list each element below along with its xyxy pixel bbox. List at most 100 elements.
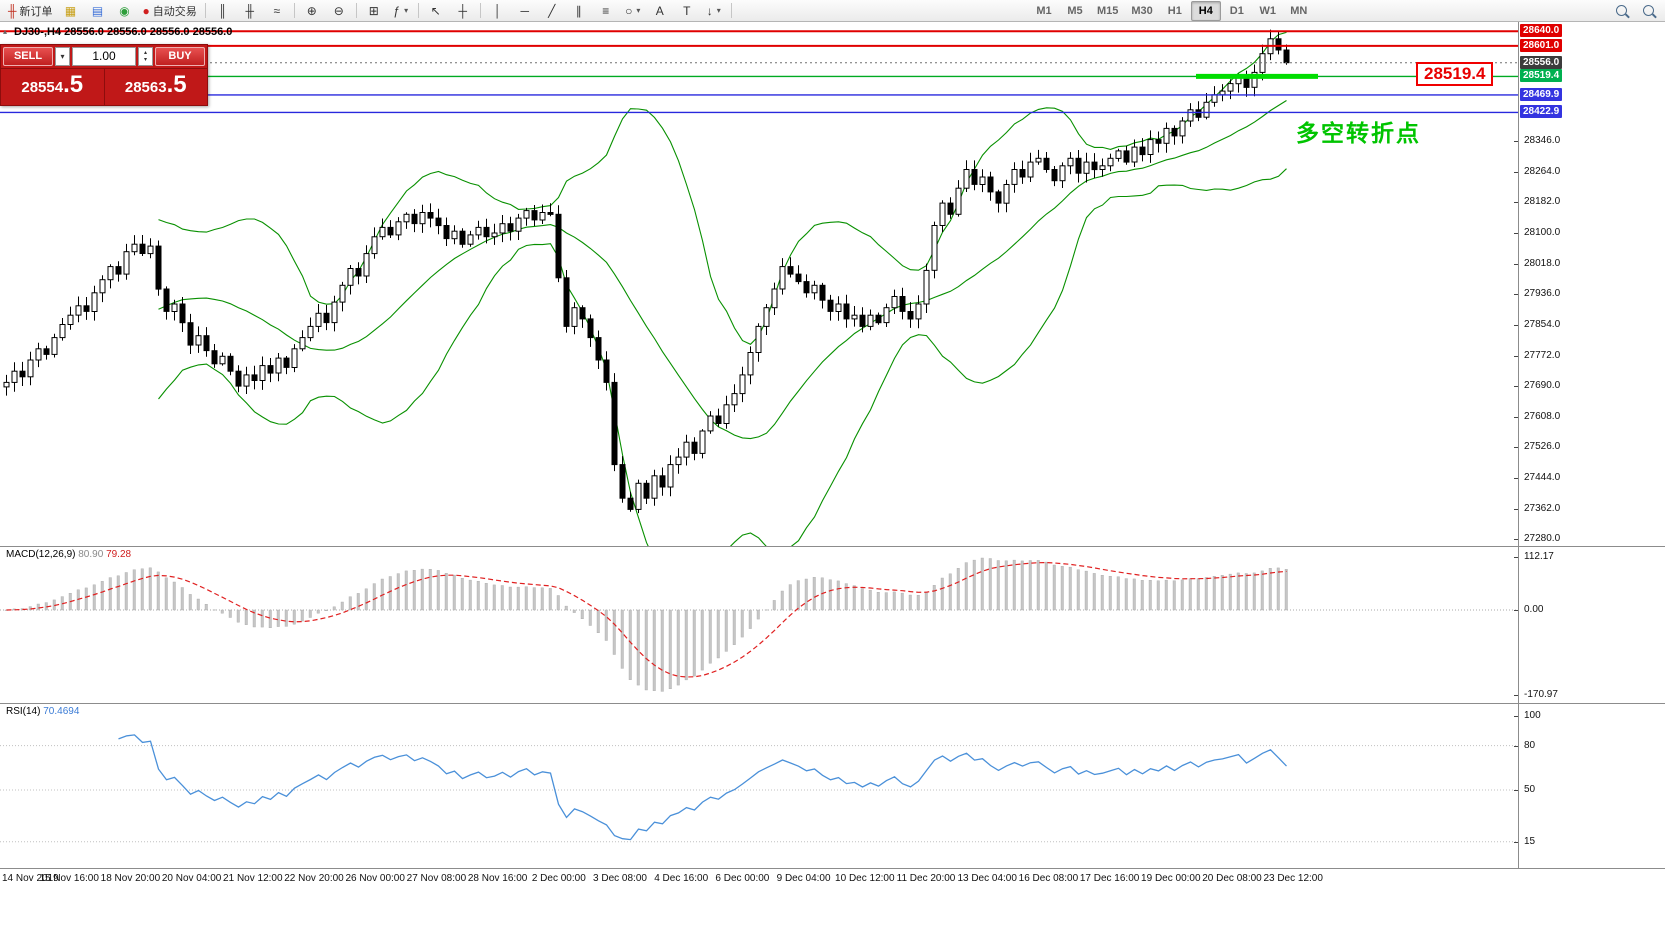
timeframe-m30-button[interactable]: M30	[1131, 4, 1153, 17]
panel-separator[interactable]	[0, 546, 1665, 547]
timeframe-mn-button[interactable]: MN	[1290, 4, 1308, 17]
sell-price-main: 28554	[21, 79, 64, 96]
buy-price[interactable]: 28563.5	[105, 69, 208, 105]
time-axis-label: 20 Nov 04:00	[161, 873, 222, 884]
search-icon	[1615, 5, 1627, 16]
line-chart-icon: ≈	[273, 3, 281, 18]
axis-tick	[1514, 447, 1518, 449]
arrows-icon: ↓	[706, 3, 713, 18]
axis-tick	[1514, 790, 1518, 791]
equidistant-channel-icon: ∥	[575, 3, 582, 18]
price-line-tag: 28519.4	[1520, 69, 1563, 83]
axis-tick	[1514, 716, 1518, 717]
text-label-button[interactable]: T	[674, 1, 700, 21]
volume-up-icon[interactable]: ▴	[143, 49, 147, 56]
time-axis-label: 20 Dec 08:00	[1202, 873, 1262, 884]
text-button[interactable]: A	[647, 1, 673, 21]
charts-button[interactable]: ▦	[58, 1, 84, 21]
vertical-line-icon: │	[494, 3, 502, 18]
arrows-button[interactable]: ↓ ▾	[701, 1, 727, 21]
volume-input[interactable]: 1.00	[72, 47, 136, 66]
axis-tick	[1514, 416, 1518, 418]
buy-price-frac: .5	[166, 71, 187, 98]
tile-windows-icon: ⊞	[368, 3, 379, 18]
buy-price-main: 28563	[124, 79, 167, 96]
zoom-in-button[interactable]: ⊕	[299, 1, 325, 21]
dropdown-caret-icon: ▾	[636, 6, 641, 15]
crosshair-button[interactable]: ┼	[450, 1, 476, 21]
axis-label: 27280.0	[1524, 533, 1561, 545]
shapes-icon: ○	[625, 3, 633, 18]
time-axis-label: 15 Nov 16:00	[39, 873, 99, 884]
dropdown-caret-icon: ▾	[404, 6, 409, 15]
timeframe-m1-button[interactable]: M1	[1036, 4, 1052, 17]
timeframe-w1-button[interactable]: W1	[1259, 4, 1277, 17]
time-axis-label: 11 Dec 20:00	[896, 873, 956, 884]
candlestick-chart-button[interactable]: ╫	[237, 1, 263, 21]
zoom-out-button[interactable]: ⊖	[326, 1, 352, 21]
main-chart-canvas[interactable]	[0, 22, 1518, 546]
one-click-panel-toggle-icon[interactable]: ▴	[3, 27, 8, 36]
line-chart-button[interactable]: ≈	[264, 1, 290, 21]
axis-label: 27690.0	[1524, 380, 1561, 392]
horizontal-line-button[interactable]: ─	[512, 1, 538, 21]
axis-label: 27362.0	[1524, 502, 1561, 514]
auto-trading-button[interactable]: ● 自动交易	[139, 1, 201, 21]
volume-down-icon[interactable]: ▾	[143, 56, 147, 63]
timeframe-m5-button[interactable]: M5	[1067, 4, 1083, 17]
text-label-icon: T	[683, 3, 691, 18]
axis-tick	[1514, 539, 1518, 541]
cursor-button[interactable]: ↖	[423, 1, 449, 21]
timeframe-m15-button[interactable]: M15	[1096, 4, 1119, 17]
search-button[interactable]	[1608, 1, 1634, 21]
equidistant-channel-button[interactable]: ∥	[566, 1, 592, 21]
volume-stepper[interactable]: ▴ ▾	[138, 47, 153, 66]
dropdown-caret-icon: ▾	[716, 6, 721, 15]
navigator-button[interactable]: ◉	[112, 1, 138, 21]
panel-separator[interactable]	[0, 703, 1665, 704]
new-order-button[interactable]: ╫ 新订单	[4, 1, 57, 21]
zoom-out-icon: ⊖	[333, 3, 344, 18]
macd-axis: 112.17 0.00 -170.97	[1514, 547, 1665, 703]
sell-options-caret[interactable]: ▾	[55, 47, 70, 66]
timeframe-h1-button[interactable]: H1	[1167, 4, 1182, 17]
axis-tick	[1514, 508, 1518, 510]
time-axis-label: 16 Dec 08:00	[1018, 873, 1079, 884]
sell-button[interactable]: SELL	[3, 47, 53, 66]
price-callout: 28519.4	[1416, 62, 1494, 86]
timeframe-d1-button[interactable]: D1	[1229, 4, 1244, 17]
axis-label: 28264.0	[1524, 165, 1561, 177]
time-axis-label: 4 Dec 16:00	[654, 873, 709, 884]
macd-signal-value: 79.28	[106, 549, 132, 560]
axis-label: -170.97	[1524, 689, 1558, 700]
axis-tick	[1514, 355, 1518, 357]
charts-icon: ▦	[64, 3, 77, 18]
axis-label: 100	[1524, 710, 1541, 721]
time-axis-label: 10 Dec 12:00	[835, 873, 895, 884]
shapes-button[interactable]: ○ ▾	[620, 1, 646, 21]
tile-windows-button[interactable]: ⊞	[361, 1, 387, 21]
data-window-button[interactable]	[1635, 1, 1661, 21]
trendline-button[interactable]: ╱	[539, 1, 565, 21]
zoom-in-icon: ⊕	[306, 3, 317, 18]
macd-main-value: 80.90	[78, 549, 104, 560]
bar-chart-button[interactable]: ║	[210, 1, 236, 21]
market-watch-button[interactable]: ▤	[85, 1, 111, 21]
axis-label: 27854.0	[1524, 318, 1561, 330]
rsi-panel-canvas[interactable]	[0, 704, 1518, 868]
fibonacci-button[interactable]: ≡	[593, 1, 619, 21]
indicators-button[interactable]: ƒ ▾	[388, 1, 414, 21]
buy-button[interactable]: BUY	[155, 47, 205, 66]
bar-chart-icon: ║	[218, 3, 228, 18]
axis-label: 27608.0	[1524, 410, 1561, 422]
candlestick-chart-icon: ╫	[245, 3, 255, 18]
axis-label: 27526.0	[1524, 441, 1561, 453]
timeframe-h4-button[interactable]: H4	[1190, 0, 1221, 21]
sell-price[interactable]: 28554.5	[1, 69, 104, 105]
ohlc-values: 28556.0 28556.0 28556.0 28556.0	[64, 26, 233, 38]
data-window-icon	[1642, 5, 1654, 16]
macd-panel-canvas[interactable]	[0, 547, 1518, 703]
axis-label: 27444.0	[1524, 472, 1561, 484]
time-axis-label: 21 Nov 12:00	[223, 873, 283, 884]
vertical-line-button[interactable]: │	[485, 1, 511, 21]
